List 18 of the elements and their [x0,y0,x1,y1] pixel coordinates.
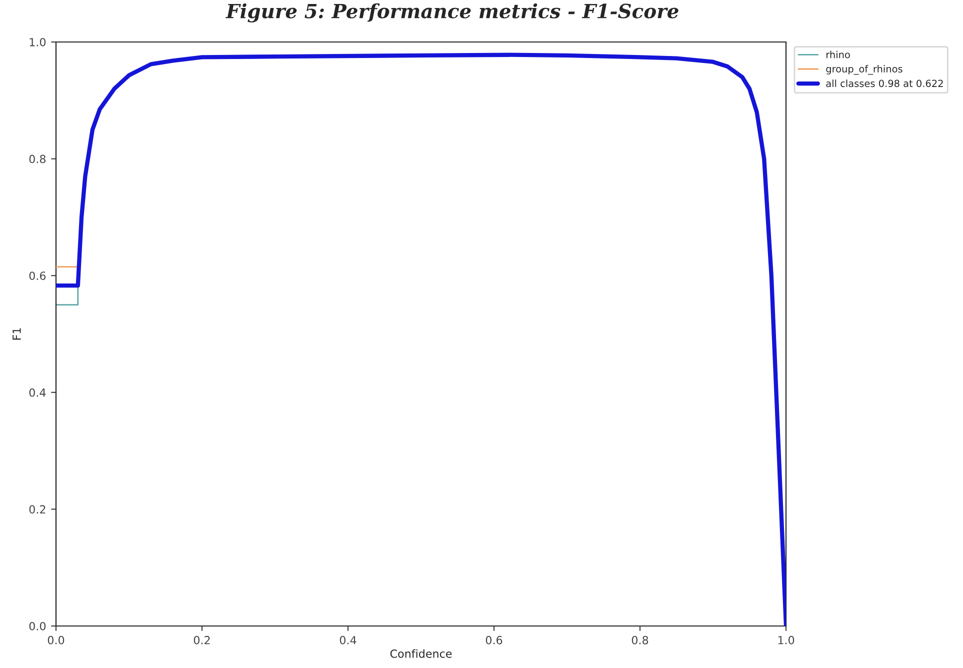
x-tick-label: 0.2 [194,636,210,644]
x-tick-label: 0.4 [340,636,356,644]
legend-label: rhino [826,50,850,58]
x-tick-label: 0.0 [48,636,64,644]
chart-title: Figure 5: Performance metrics - F1-Score [226,3,678,22]
y-tick-label: 0.2 [29,505,46,514]
y-tick-label: 0.4 [29,388,46,397]
y-tick-label: 0.0 [29,622,46,630]
x-axis-title: Confidence [390,649,452,658]
y-axis-title: F1 [12,328,21,340]
x-tick-label: 1.0 [778,636,794,644]
legend-label: group_of_rhinos [826,65,902,75]
y-tick-label: 0.6 [29,272,46,280]
legend-label: all classes 0.98 at 0.622 [826,80,943,88]
x-tick-label: 0.6 [486,636,502,644]
y-tick-label: 0.8 [29,154,46,164]
y-tick-label: 1.0 [30,38,46,46]
x-tick-label: 0.8 [632,636,648,644]
